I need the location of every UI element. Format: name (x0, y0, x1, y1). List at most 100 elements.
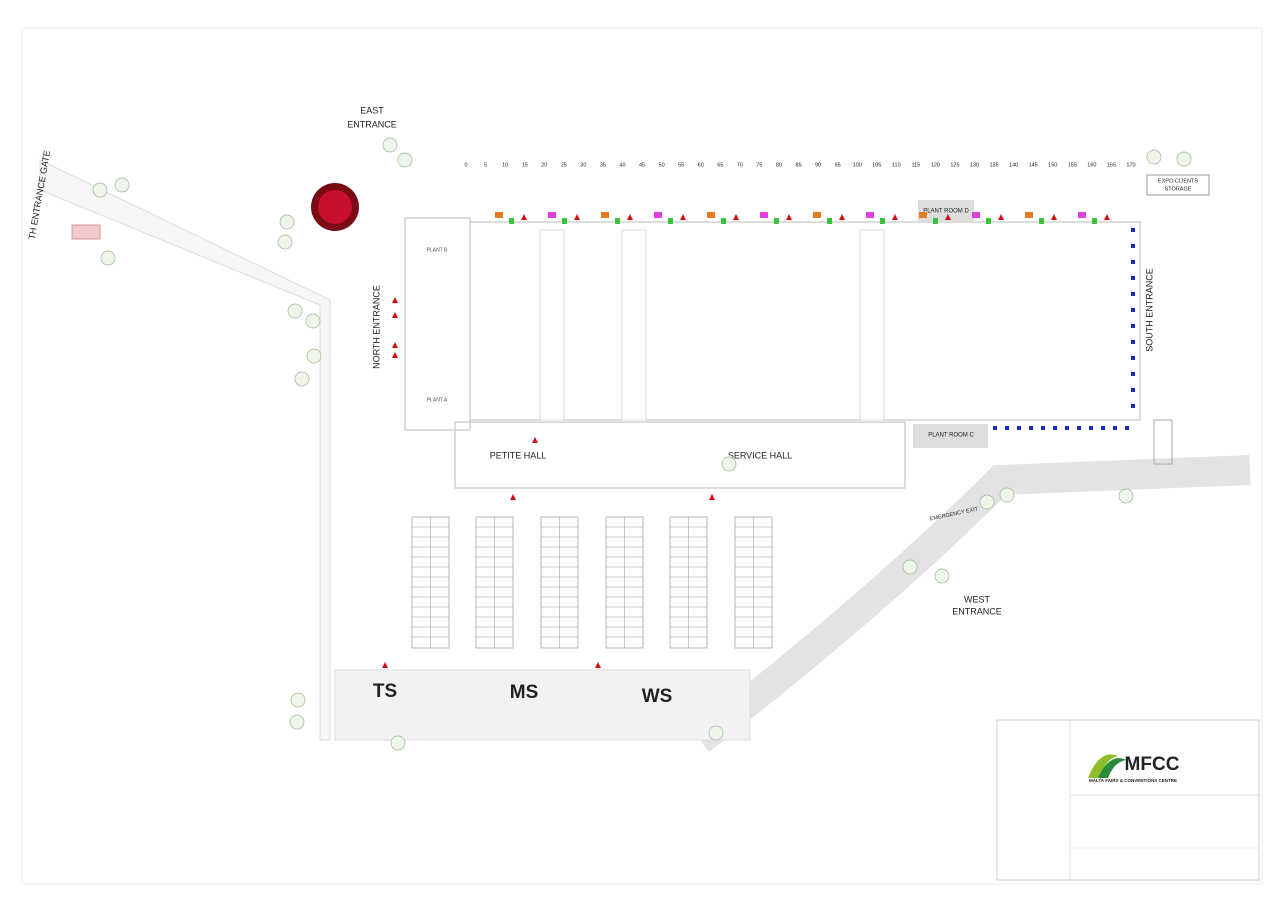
tree (979, 494, 995, 510)
equipment (601, 212, 609, 218)
scale-label: 165 (1107, 162, 1116, 168)
label: EAST (360, 105, 384, 115)
equipment (774, 218, 779, 224)
tree (902, 559, 918, 575)
equipment (919, 212, 927, 218)
scale-label: 60 (698, 162, 704, 168)
access-road (39, 159, 331, 741)
label: PLANT ROOM C (928, 433, 974, 439)
marker-blue (1131, 308, 1135, 312)
scale-label: 50 (659, 162, 665, 168)
label: WEST (964, 594, 991, 604)
equipment (880, 218, 885, 224)
marker (318, 190, 352, 224)
exit-sign (392, 352, 398, 358)
scale-label: 10 (502, 162, 508, 168)
label: MS (510, 682, 539, 703)
marker-blue (1017, 426, 1021, 430)
exit-sign (382, 662, 388, 668)
service-block (454, 421, 906, 489)
equipment (495, 212, 503, 218)
marker-blue (1089, 426, 1093, 430)
scale-label: 90 (815, 162, 821, 168)
tree (1118, 488, 1134, 504)
tree (114, 177, 130, 193)
equipment (1039, 218, 1044, 224)
equipment (866, 212, 874, 218)
equipment (813, 212, 821, 218)
scale-label: 80 (776, 162, 782, 168)
marker-blue (1041, 426, 1045, 430)
scale-label: 155 (1068, 162, 1077, 168)
tree (294, 371, 310, 387)
marker-blue (1131, 324, 1135, 328)
label: SOUTH ENTRANCE (1144, 268, 1154, 352)
marker-blue (1113, 426, 1117, 430)
marker-blue (1131, 276, 1135, 280)
equipment (509, 218, 514, 224)
marker-blue (1131, 356, 1135, 360)
tree (287, 303, 303, 319)
extinguisher (1051, 214, 1057, 220)
tree (1176, 151, 1192, 167)
scale-label: 35 (600, 162, 606, 168)
marker-blue (1131, 244, 1135, 248)
bay (539, 229, 565, 421)
scale-label: 55 (678, 162, 684, 168)
equipment (615, 218, 620, 224)
storage (1146, 174, 1210, 196)
scale-label: 70 (737, 162, 743, 168)
scale-label: 170 (1126, 162, 1135, 168)
service-strip (334, 669, 751, 741)
equipment (972, 212, 980, 218)
scale-label: 95 (835, 162, 841, 168)
scale-label: 150 (1048, 162, 1057, 168)
scale-label: 120 (931, 162, 940, 168)
scale-label: 30 (580, 162, 586, 168)
scale-label: 15 (522, 162, 528, 168)
extinguisher (945, 214, 951, 220)
marker-blue (1077, 426, 1081, 430)
logo-mark (1088, 754, 1118, 778)
scale-label: 105 (872, 162, 881, 168)
label: EXPO CLIENTS (1158, 178, 1198, 184)
tree (100, 250, 116, 266)
tree (934, 568, 950, 584)
title-block (996, 719, 1260, 881)
tree (305, 313, 321, 329)
label: PLANT B (427, 247, 448, 253)
marker-blue (1131, 260, 1135, 264)
extinguisher (521, 214, 527, 220)
equipment (1078, 212, 1086, 218)
extinguisher (574, 214, 580, 220)
tree (279, 214, 295, 230)
logo-mark (1098, 758, 1126, 778)
marker-blue (1131, 404, 1135, 408)
extinguisher (839, 214, 845, 220)
label: PLANT ROOM D (923, 209, 969, 215)
equipment (548, 212, 556, 218)
frame (21, 27, 1263, 885)
equipment (721, 218, 726, 224)
tree (289, 714, 305, 730)
exit-sign (392, 342, 398, 348)
equipment (562, 218, 567, 224)
marker-blue (993, 426, 997, 430)
equipment (654, 212, 662, 218)
label: ENTRANCE (952, 606, 1002, 616)
scale-label: 25 (561, 162, 567, 168)
scale-label: 5 (484, 162, 487, 168)
extinguisher (733, 214, 739, 220)
scale-label: 110 (892, 162, 901, 168)
equipment (986, 218, 991, 224)
exit-sign (709, 494, 715, 500)
main-hall (469, 221, 1141, 421)
scale-label: 160 (1087, 162, 1096, 168)
tree (1146, 149, 1162, 165)
scale-label: 85 (795, 162, 801, 168)
label: WS (642, 686, 673, 707)
guard-booth (71, 224, 101, 240)
label: STORAGE (1165, 186, 1192, 192)
organisation: MALTA FAIRS & CONVENTIONS CENTRE (1089, 778, 1177, 783)
